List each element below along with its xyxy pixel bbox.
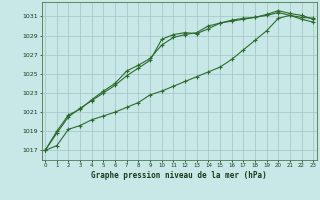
X-axis label: Graphe pression niveau de la mer (hPa): Graphe pression niveau de la mer (hPa) bbox=[91, 171, 267, 180]
